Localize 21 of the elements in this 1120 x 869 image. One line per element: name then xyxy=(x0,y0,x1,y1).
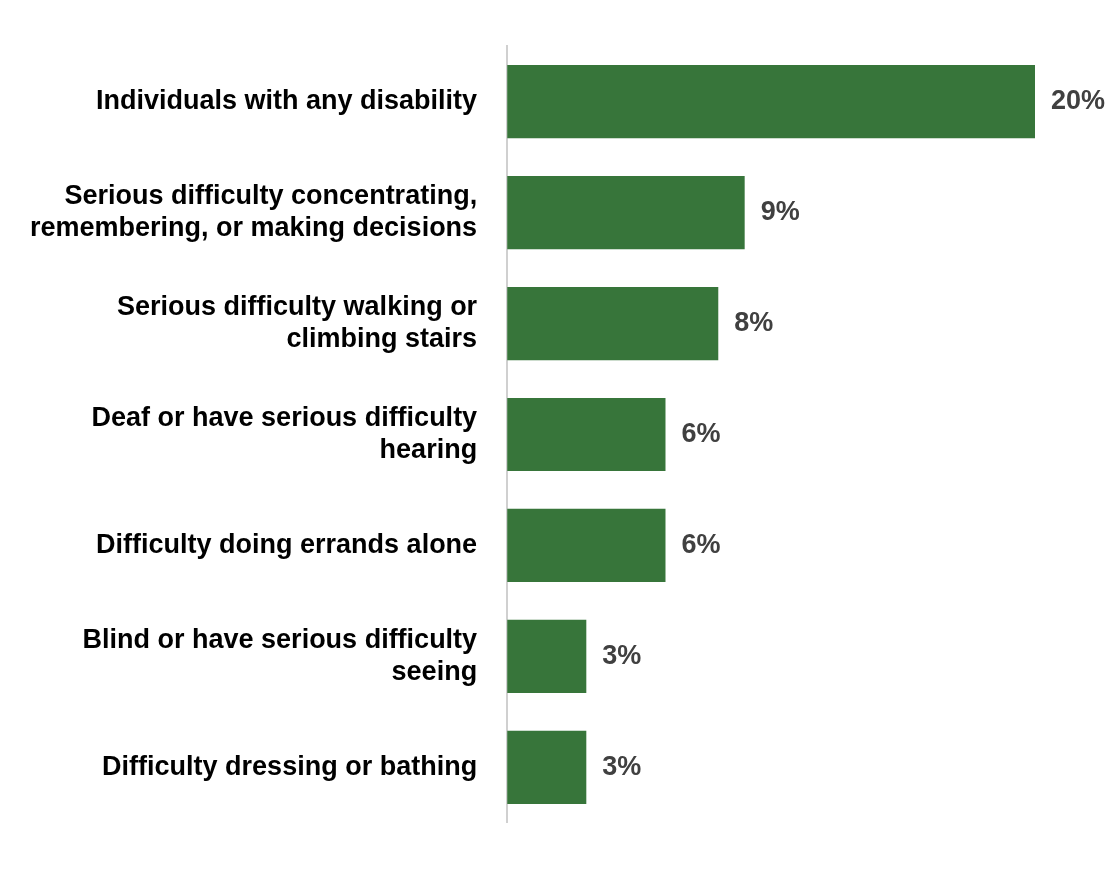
data-label: 9% xyxy=(760,196,800,227)
y-tick-label: Serious difficulty walking or climbing stairs xyxy=(117,290,478,354)
y-tick-label: Difficulty dressing or bathing xyxy=(102,750,478,781)
y-tick-label: Blind or have serious difficulty seeing xyxy=(82,623,478,687)
bar xyxy=(507,397,666,472)
bar xyxy=(507,619,587,693)
data-label: 6% xyxy=(681,417,721,448)
data-label: 6% xyxy=(681,528,721,559)
bar xyxy=(507,286,719,361)
data-label: 3% xyxy=(602,639,642,670)
bar xyxy=(507,176,745,250)
bar xyxy=(507,65,1035,139)
y-tick-label: Individuals with any disability xyxy=(96,85,478,116)
y-tick-label: Deaf or have serious difficulty hearing xyxy=(91,401,478,465)
data-label: 3% xyxy=(602,750,642,781)
data-label: 8% xyxy=(734,307,774,338)
data-label: 20% xyxy=(1051,85,1106,116)
y-tick-label: Serious difficulty concentrating, remembering, or making decisions xyxy=(29,179,478,243)
bar xyxy=(507,508,666,583)
bar xyxy=(507,730,587,804)
y-tick-label: Difficulty doing errands alone xyxy=(96,528,478,559)
